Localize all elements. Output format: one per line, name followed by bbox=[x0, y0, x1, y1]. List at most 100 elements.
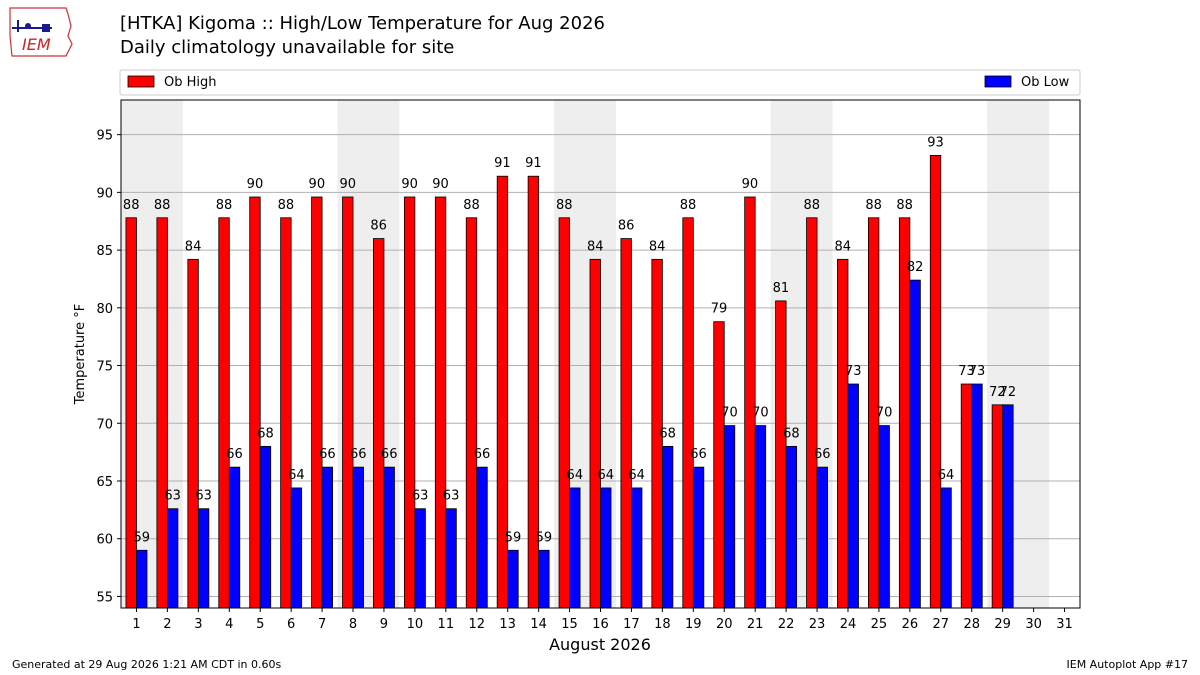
bar-high-20 bbox=[713, 321, 725, 609]
label-high-9: 86 bbox=[370, 219, 387, 234]
chart-title: [HTKA] Kigoma :: High/Low Temperature fo… bbox=[120, 13, 605, 34]
bar-high-15 bbox=[558, 217, 570, 609]
x-tick-label-24: 24 bbox=[840, 617, 857, 632]
label-low-2: 63 bbox=[164, 489, 181, 504]
bar-low-16 bbox=[600, 487, 612, 609]
bar-low-12 bbox=[476, 466, 488, 609]
bar-low-17 bbox=[631, 487, 643, 609]
label-high-21: 90 bbox=[742, 177, 759, 192]
x-tick-label-31: 31 bbox=[1056, 617, 1073, 632]
bar-low-15 bbox=[569, 487, 581, 609]
bar-low-22 bbox=[785, 445, 798, 609]
x-tick-label-2: 2 bbox=[163, 617, 171, 632]
label-low-6: 64 bbox=[288, 468, 305, 483]
label-high-25: 88 bbox=[865, 198, 882, 213]
label-high-16: 84 bbox=[587, 239, 604, 254]
label-low-24: 73 bbox=[845, 364, 862, 379]
x-tick-label-1: 1 bbox=[132, 617, 140, 632]
label-high-26: 88 bbox=[896, 198, 913, 213]
label-low-1: 59 bbox=[133, 530, 150, 545]
weekend-band-8 bbox=[337, 100, 369, 608]
bar-high-24 bbox=[837, 258, 849, 609]
legend-swatch-low bbox=[984, 75, 1012, 88]
bar-low-21 bbox=[754, 425, 767, 609]
label-low-21: 70 bbox=[752, 406, 769, 421]
x-tick-label-16: 16 bbox=[592, 617, 609, 632]
legend-swatch-high bbox=[127, 75, 155, 88]
label-low-10: 63 bbox=[412, 489, 429, 504]
bar-high-22 bbox=[775, 300, 787, 609]
label-high-8: 90 bbox=[339, 177, 356, 192]
weekend-band-9 bbox=[368, 100, 400, 608]
x-axis-label: August 2026 bbox=[549, 635, 651, 654]
x-tick-label-26: 26 bbox=[902, 617, 919, 632]
x-tick-label-14: 14 bbox=[530, 617, 547, 632]
label-low-28: 73 bbox=[969, 364, 986, 379]
bar-low-2 bbox=[167, 508, 179, 609]
label-high-19: 88 bbox=[680, 198, 697, 213]
weekend-band-1 bbox=[121, 100, 152, 608]
bar-low-11 bbox=[445, 508, 457, 609]
bar-high-25 bbox=[868, 217, 880, 609]
x-tick-label-10: 10 bbox=[407, 617, 424, 632]
y-tick-label-55: 55 bbox=[96, 590, 113, 605]
legend: Ob High Ob Low bbox=[119, 69, 1081, 96]
y-tick-label-75: 75 bbox=[96, 360, 113, 375]
label-low-20: 70 bbox=[721, 406, 738, 421]
bar-low-28 bbox=[971, 383, 983, 609]
label-high-17: 86 bbox=[618, 219, 635, 234]
bar-low-8 bbox=[352, 466, 364, 609]
weekend-band-30 bbox=[1018, 100, 1050, 608]
bar-low-27 bbox=[940, 487, 952, 609]
label-high-15: 88 bbox=[556, 198, 573, 213]
weekend-band-29 bbox=[987, 100, 1019, 608]
bar-low-6 bbox=[290, 487, 303, 609]
label-high-4: 88 bbox=[216, 198, 233, 213]
x-axis: 1 2 3 4 5 6 7 8 9 10 11 12 13 14 15 16 17 18 19 20 21 22 23 24 2… bbox=[132, 608, 1073, 632]
bar-low-5 bbox=[259, 445, 272, 609]
label-high-3: 84 bbox=[185, 239, 202, 254]
iem-logo-text: IEM bbox=[22, 35, 51, 54]
bar-low-19 bbox=[692, 466, 705, 609]
bar-labels: 88 59 88 63 84 63 88 66 90 68 88 64 90 66 90 66 86 66 90 63… bbox=[123, 135, 1016, 545]
label-low-25: 70 bbox=[876, 406, 893, 421]
bar-high-19 bbox=[682, 217, 694, 609]
label-low-29: 72 bbox=[1000, 385, 1017, 400]
weekend-band-16 bbox=[585, 100, 616, 608]
bar-high-28 bbox=[960, 383, 973, 609]
weekend-band-23 bbox=[801, 100, 833, 608]
y-tick-label-60: 60 bbox=[96, 533, 113, 548]
x-tick-label-15: 15 bbox=[561, 617, 578, 632]
label-low-15: 64 bbox=[567, 468, 584, 483]
bar-high-27 bbox=[929, 155, 942, 609]
x-tick-label-27: 27 bbox=[933, 617, 950, 632]
y-tick-label-65: 65 bbox=[96, 475, 113, 490]
weekend-band-2 bbox=[151, 100, 183, 608]
bar-high-4 bbox=[218, 217, 230, 609]
weekend-bands bbox=[121, 100, 1050, 608]
x-tick-label-29: 29 bbox=[994, 617, 1011, 632]
label-high-22: 81 bbox=[773, 281, 790, 296]
bar-high-3 bbox=[187, 258, 199, 609]
label-high-18: 84 bbox=[649, 239, 666, 254]
legend-label-low: Ob Low bbox=[1021, 75, 1070, 90]
label-high-5: 90 bbox=[247, 177, 264, 192]
y-tick-label-80: 80 bbox=[96, 302, 113, 317]
weekend-band-15 bbox=[554, 100, 586, 608]
bar-high-8 bbox=[342, 196, 354, 609]
bar-high-17 bbox=[620, 238, 632, 609]
label-low-27: 64 bbox=[938, 468, 955, 483]
x-tick-label-6: 6 bbox=[287, 617, 295, 632]
y-tick-label-85: 85 bbox=[96, 244, 113, 259]
weekend-band-22 bbox=[770, 100, 802, 608]
label-low-23: 66 bbox=[814, 447, 831, 462]
bars bbox=[125, 155, 1014, 609]
bar-low-29 bbox=[1002, 404, 1014, 609]
label-low-5: 68 bbox=[257, 426, 274, 441]
label-high-1: 88 bbox=[123, 198, 140, 213]
bar-low-26 bbox=[909, 279, 921, 609]
bar-low-10 bbox=[414, 508, 426, 609]
label-low-4: 66 bbox=[226, 447, 243, 462]
x-tick-label-8: 8 bbox=[349, 617, 357, 632]
bar-low-14 bbox=[538, 549, 550, 609]
